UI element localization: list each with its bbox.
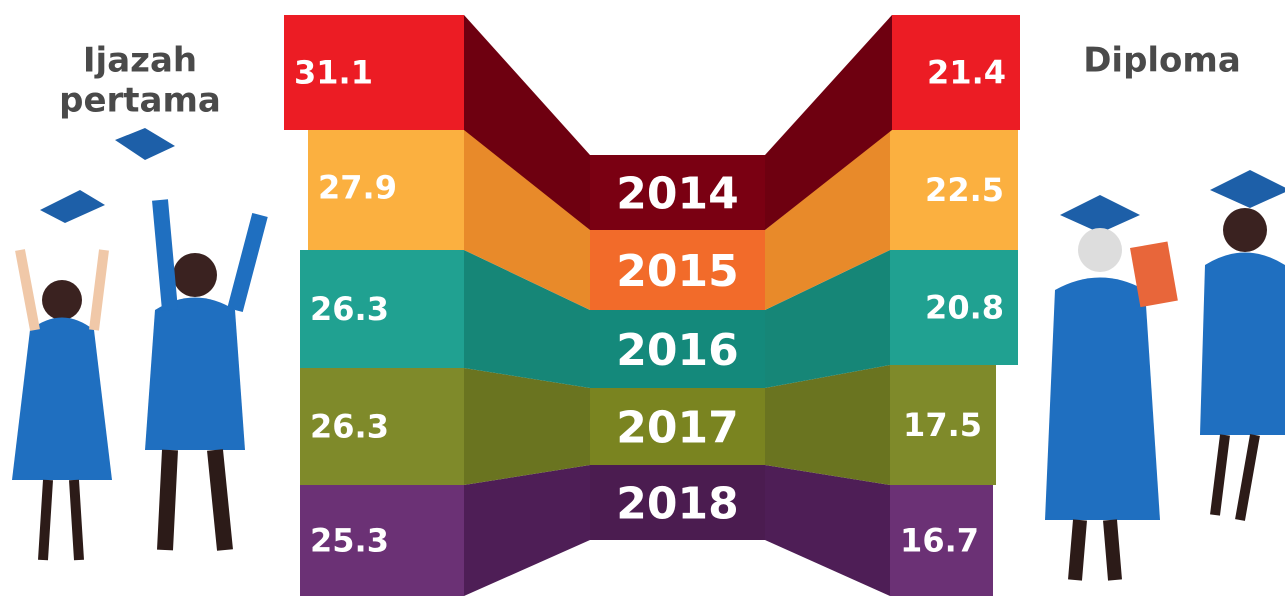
right-value: 16.7: [900, 522, 979, 560]
right-value: 20.8: [925, 289, 1004, 327]
connector: [765, 465, 890, 596]
year-block: [590, 155, 765, 230]
right-title: Diploma: [1083, 41, 1241, 81]
graduates-illustration: [1045, 170, 1285, 581]
connector: [765, 250, 890, 388]
left-value: 27.9: [318, 169, 397, 207]
connector: [464, 15, 590, 230]
year-block: [590, 388, 765, 465]
year-label: 2014: [616, 169, 738, 220]
left-block: [284, 15, 464, 130]
right-block: [890, 365, 996, 485]
graduates-illustration: [12, 128, 268, 561]
right-value: 17.5: [903, 406, 982, 444]
year-label: 2017: [616, 403, 738, 454]
left-title: Ijazah: [83, 41, 197, 81]
left-block: [300, 250, 464, 368]
left-block: [300, 485, 464, 596]
connector: [464, 125, 590, 310]
connector: [765, 15, 892, 230]
year-label: 2016: [616, 325, 738, 376]
year-label: 2018: [616, 479, 738, 530]
connector: [464, 465, 590, 596]
year-block: [590, 310, 765, 388]
right-value: 21.4: [927, 54, 1006, 92]
left-value: 31.1: [294, 54, 373, 92]
connector: [464, 250, 590, 388]
year-block: [590, 230, 765, 310]
year-label: 2015: [616, 246, 738, 297]
right-block: [890, 485, 993, 596]
left-block: [300, 368, 464, 485]
right-block: [890, 130, 1018, 250]
right-block: [890, 250, 1018, 365]
connector: [464, 368, 590, 485]
right-block: [892, 15, 1020, 130]
left-value: 26.3: [310, 408, 389, 446]
left-value: 25.3: [310, 522, 389, 560]
year-block: [590, 465, 765, 540]
connector: [765, 365, 890, 485]
left-title: pertama: [59, 81, 221, 121]
connector: [765, 130, 890, 310]
right-value: 22.5: [925, 171, 1004, 209]
left-value: 26.3: [310, 290, 389, 328]
left-block: [308, 125, 464, 250]
